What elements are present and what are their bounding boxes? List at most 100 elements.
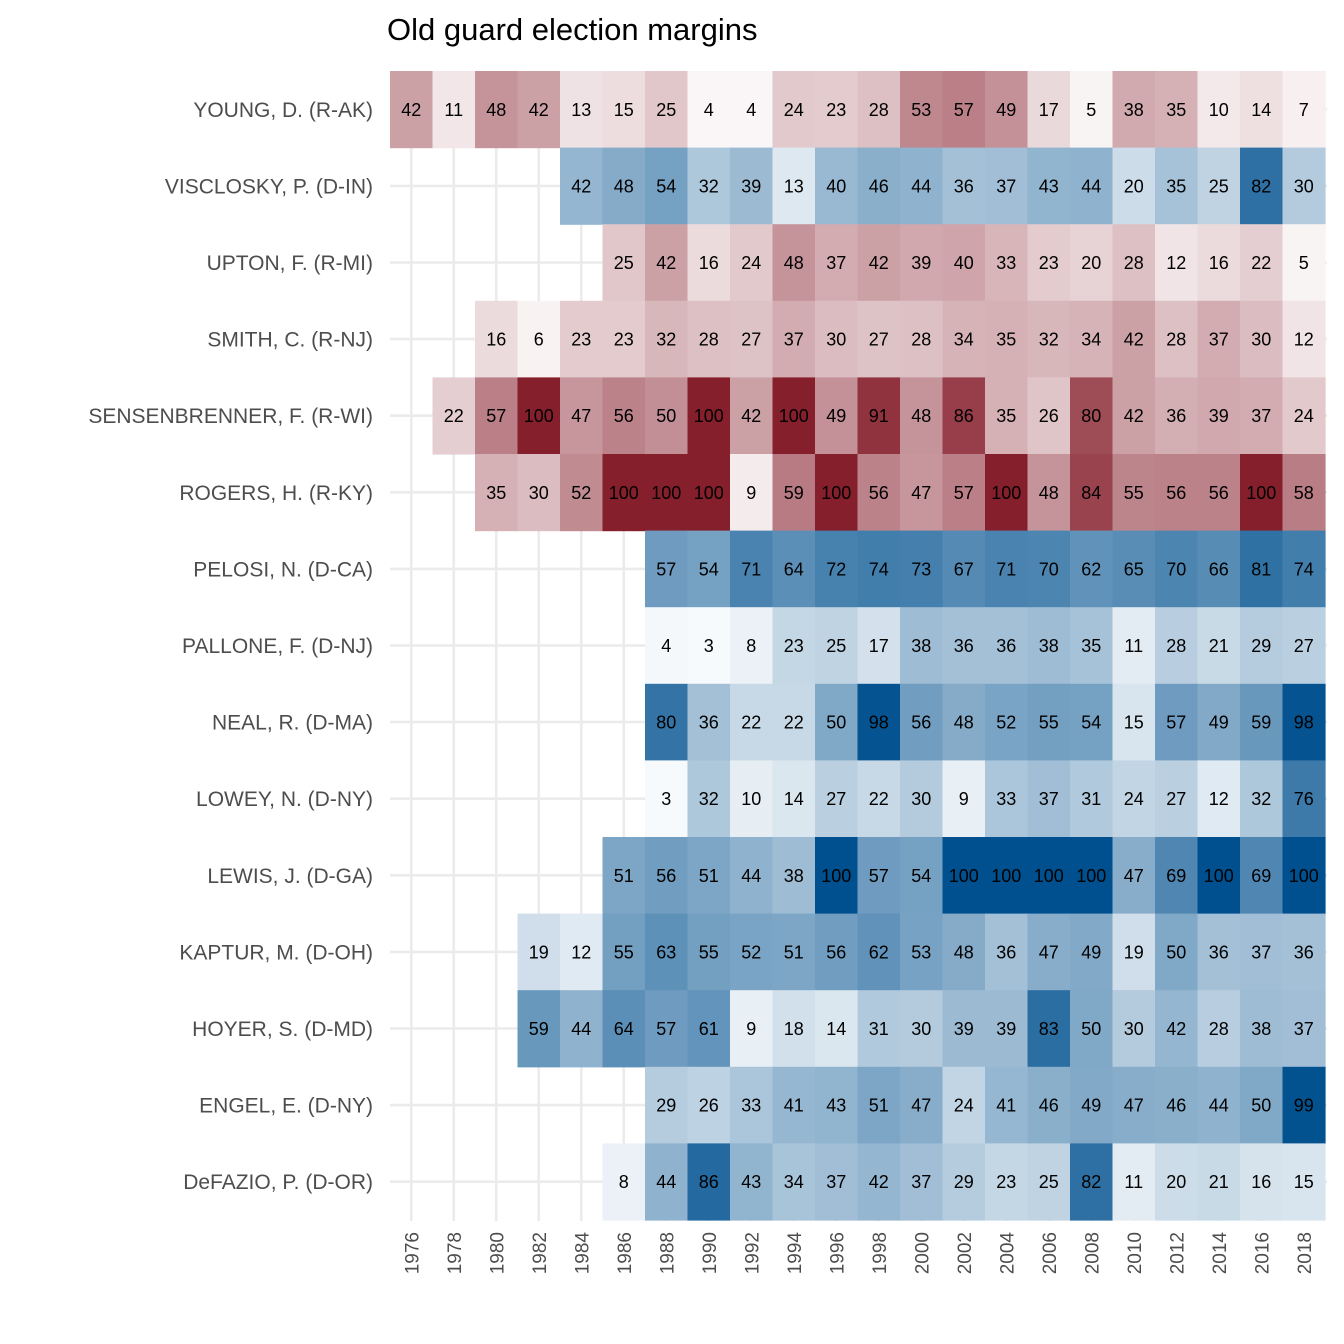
heatmap-cell [602, 147, 646, 225]
cell-value-label: 81 [1251, 559, 1271, 579]
heatmap-cell [517, 990, 561, 1068]
cell-value-label: 42 [529, 100, 549, 120]
heatmap-cell [1155, 530, 1199, 608]
cell-value-label: 47 [571, 406, 591, 426]
heatmap-cell [730, 990, 774, 1068]
heatmap-cell [1155, 454, 1199, 532]
cell-value-label: 32 [1039, 330, 1059, 350]
heatmap-cell [1112, 913, 1156, 991]
heatmap-cell [687, 71, 731, 149]
cell-value-label: 56 [826, 942, 846, 962]
heatmap-cell [1155, 71, 1199, 149]
cell-value-label: 30 [1251, 330, 1271, 350]
heatmap-cell [602, 1143, 646, 1221]
heatmap-cell [560, 71, 604, 149]
heatmap-cell [687, 300, 731, 378]
heatmap-cell [687, 683, 731, 761]
heatmap-cell [730, 71, 774, 149]
cell-value-label: 30 [1124, 1019, 1144, 1039]
heatmap-cell [1240, 837, 1284, 915]
heatmap-cell [900, 71, 944, 149]
heatmap-cell [602, 454, 646, 532]
heatmap-cell [1027, 837, 1071, 915]
cell-value-label: 12 [1209, 789, 1229, 809]
heatmap-cell [1112, 71, 1156, 149]
heatmap-cell [1112, 454, 1156, 532]
heatmap-cell [730, 1066, 774, 1144]
cell-value-label: 23 [996, 1172, 1016, 1192]
cell-value-label: 27 [826, 789, 846, 809]
heatmap-cell [815, 530, 859, 608]
cell-value-label: 50 [1251, 1096, 1271, 1116]
cell-value-label: 69 [1166, 866, 1186, 886]
cell-value-label: 86 [699, 1172, 719, 1192]
heatmap-cell [985, 71, 1029, 149]
cell-value-label: 100 [821, 483, 851, 503]
cell-value-label: 20 [1124, 176, 1144, 196]
cell-value-label: 24 [1294, 406, 1314, 426]
y-tick-label: LEWIS, J. (D-GA) [207, 865, 373, 888]
heatmap-cell [1155, 224, 1199, 302]
cell-value-label: 39 [996, 1019, 1016, 1039]
heatmap-cell [730, 454, 774, 532]
cell-value-label: 46 [869, 176, 889, 196]
cell-value-label: 23 [571, 330, 591, 350]
heatmap-cell [942, 377, 986, 455]
heatmap-cell [1070, 454, 1114, 532]
cell-value-label: 47 [1124, 866, 1144, 886]
heatmap-cell [730, 837, 774, 915]
heatmap-cell [857, 1143, 901, 1221]
heatmap-cell [1070, 683, 1114, 761]
heatmap-cell [942, 913, 986, 991]
cell-value-label: 20 [1166, 1172, 1186, 1192]
heatmap-cell [857, 913, 901, 991]
cell-value-label: 34 [1081, 330, 1101, 350]
x-tick-label: 1976 [402, 1232, 423, 1274]
cell-value-label: 35 [486, 483, 506, 503]
heatmap-cell [687, 530, 731, 608]
heatmap-cell [1027, 990, 1071, 1068]
cell-value-label: 27 [1294, 636, 1314, 656]
heatmap-cell [475, 300, 519, 378]
x-tick-label: 1988 [657, 1232, 678, 1274]
heatmap-cell [857, 300, 901, 378]
heatmap-cell [645, 1143, 689, 1221]
cell-value-label: 100 [651, 483, 681, 503]
cell-value-label: 22 [869, 789, 889, 809]
x-tick-label: 2006 [1040, 1232, 1061, 1274]
cell-value-label: 54 [911, 866, 931, 886]
cell-value-label: 36 [1294, 942, 1314, 962]
heatmap-cell [857, 1066, 901, 1144]
tile-layer [390, 71, 1326, 1221]
heatmap-cell [942, 71, 986, 149]
heatmap-cell [1197, 607, 1241, 685]
cell-value-label: 43 [741, 1172, 761, 1192]
cell-value-label: 25 [656, 100, 676, 120]
heatmap-cell [857, 683, 901, 761]
cell-value-label: 35 [996, 330, 1016, 350]
cell-value-label: 15 [1124, 713, 1144, 733]
heatmap-cell [730, 224, 774, 302]
y-tick-label: YOUNG, D. (R-AK) [193, 99, 373, 122]
cell-value-label: 82 [1081, 1172, 1101, 1192]
cell-value-label: 37 [1039, 789, 1059, 809]
heatmap-cell [900, 913, 944, 991]
cell-value-label: 59 [529, 1019, 549, 1039]
heatmap-cell [1155, 837, 1199, 915]
heatmap-cell [1027, 607, 1071, 685]
heatmap-cell [900, 1143, 944, 1221]
cell-value-label: 30 [911, 1019, 931, 1039]
cell-value-label: 18 [784, 1019, 804, 1039]
cell-value-label: 47 [1124, 1096, 1144, 1116]
cell-value-label: 42 [741, 406, 761, 426]
x-tick-label: 1978 [445, 1232, 466, 1274]
cell-value-label: 100 [524, 406, 554, 426]
cell-value-label: 71 [741, 559, 761, 579]
heatmap-cell [1240, 377, 1284, 455]
heatmap-cell [942, 454, 986, 532]
heatmap-cell [815, 454, 859, 532]
cell-value-label: 76 [1294, 789, 1314, 809]
heatmap-cell [1112, 837, 1156, 915]
heatmap-cell [1240, 300, 1284, 378]
cell-value-label: 80 [1081, 406, 1101, 426]
